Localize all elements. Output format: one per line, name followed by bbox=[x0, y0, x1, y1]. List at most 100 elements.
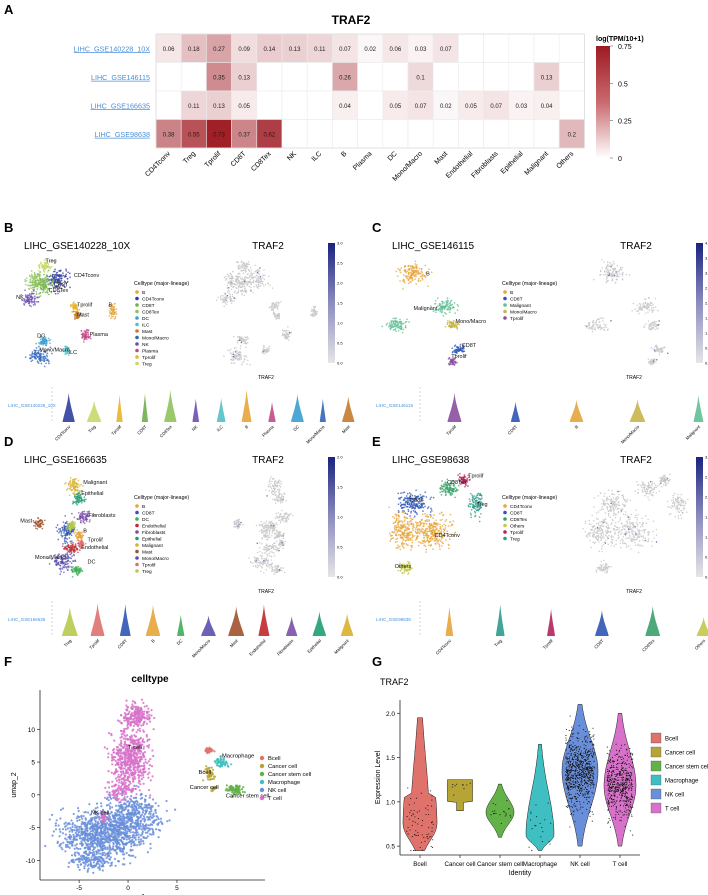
feature-point bbox=[280, 567, 282, 569]
heatmap-cell bbox=[306, 62, 333, 92]
feature-point bbox=[655, 320, 657, 323]
umap-point bbox=[66, 524, 69, 527]
umap-point bbox=[71, 576, 74, 578]
cluster-label: Mono/Macro bbox=[39, 348, 70, 354]
feature-point bbox=[606, 261, 609, 263]
feature-point bbox=[606, 280, 608, 283]
umap-point bbox=[80, 539, 83, 542]
legend-swatch bbox=[503, 296, 507, 301]
umap-point bbox=[23, 303, 25, 305]
legend-label: Mono/Macro bbox=[510, 310, 537, 316]
heatmap-row-label[interactable]: LIHC_GSE146115 bbox=[91, 73, 150, 82]
feature-point bbox=[266, 529, 268, 531]
umap-point bbox=[115, 313, 118, 315]
feature-point bbox=[651, 321, 653, 324]
feature-point bbox=[648, 297, 650, 300]
umap-point bbox=[388, 325, 390, 328]
feature-point bbox=[279, 493, 281, 496]
feature-point bbox=[259, 561, 261, 563]
umap-point bbox=[80, 497, 83, 500]
feature-point bbox=[602, 274, 605, 276]
feature-point bbox=[606, 271, 609, 273]
feature-point bbox=[604, 324, 607, 326]
feature-point bbox=[245, 346, 247, 349]
feature-point bbox=[265, 552, 267, 555]
umap-point bbox=[405, 505, 408, 508]
feature-point bbox=[281, 518, 283, 521]
feature-point bbox=[250, 286, 252, 289]
umap-point bbox=[74, 545, 77, 548]
feature-point bbox=[269, 521, 272, 523]
umap-point bbox=[53, 560, 56, 563]
feature-point bbox=[654, 306, 657, 308]
feature-point bbox=[279, 499, 282, 501]
feature-point bbox=[266, 553, 269, 556]
umap-point bbox=[416, 505, 419, 508]
umap-point bbox=[425, 548, 428, 551]
feature-point bbox=[230, 279, 232, 282]
feature-point bbox=[612, 271, 614, 273]
umap-point bbox=[62, 543, 64, 545]
feature-point bbox=[660, 347, 663, 349]
feature-point bbox=[243, 267, 245, 270]
feature-point bbox=[282, 547, 284, 550]
feature-point bbox=[289, 332, 292, 335]
umap-point bbox=[49, 267, 51, 270]
feature-point bbox=[236, 277, 239, 279]
feature-point bbox=[663, 346, 666, 348]
feature-point bbox=[234, 354, 236, 356]
legend-label: Treg bbox=[142, 362, 152, 368]
feature-point bbox=[661, 348, 664, 351]
heatmap-row-label[interactable]: LIHC_GSE140228_10X bbox=[74, 44, 151, 53]
cluster-label: Mono/Macro bbox=[456, 319, 487, 325]
umap-point bbox=[399, 322, 402, 325]
feature-xlabel: TRAF2 bbox=[258, 589, 274, 595]
umap-point bbox=[456, 328, 459, 330]
feature-point bbox=[244, 339, 247, 342]
heatmap-cell bbox=[281, 33, 308, 63]
legend-tick-label: 0.25 bbox=[618, 119, 632, 126]
feature-point bbox=[241, 269, 243, 272]
umap-point bbox=[45, 274, 48, 276]
umap-point bbox=[24, 283, 27, 286]
cluster-label: Tprolif bbox=[451, 354, 467, 360]
feature-point bbox=[604, 273, 607, 276]
heatmap-row-label[interactable]: LIHC_GSE98638 bbox=[94, 130, 150, 139]
umap-title: LIHC_GSE140228_10X bbox=[24, 241, 131, 252]
umap-point bbox=[400, 492, 402, 494]
feature-point bbox=[235, 287, 237, 289]
feature-point bbox=[280, 569, 283, 572]
feature-point bbox=[231, 293, 234, 296]
umap-point bbox=[443, 301, 446, 304]
umap-point bbox=[29, 298, 32, 301]
feature-point bbox=[256, 277, 258, 279]
umap-point bbox=[66, 531, 68, 534]
feature-point bbox=[224, 297, 227, 300]
umap-point bbox=[421, 271, 424, 274]
umap-point bbox=[80, 519, 82, 522]
umap-point bbox=[43, 277, 46, 280]
umap-point bbox=[43, 273, 45, 276]
feature-colorbar bbox=[328, 457, 335, 577]
heatmap-value-label: 0.07 bbox=[339, 47, 351, 53]
umap-point bbox=[69, 305, 72, 308]
feature-point bbox=[232, 270, 234, 273]
umap-point bbox=[441, 541, 444, 544]
heatmap-cell bbox=[407, 119, 434, 149]
feature-point bbox=[266, 549, 268, 552]
feature-point bbox=[599, 320, 601, 323]
cluster-label: DC bbox=[37, 333, 45, 339]
umap-point bbox=[451, 360, 454, 363]
feature-point bbox=[252, 565, 255, 567]
cluster-label: B bbox=[83, 529, 87, 535]
heatmap-row-label[interactable]: LIHC_GSE166635 bbox=[90, 101, 150, 110]
umap-point bbox=[77, 568, 80, 571]
feature-point bbox=[657, 349, 659, 351]
feature-point bbox=[282, 499, 284, 502]
umap-point bbox=[38, 267, 41, 269]
feature-point bbox=[256, 564, 259, 566]
umap-point bbox=[35, 300, 37, 303]
umap-point bbox=[74, 495, 76, 497]
umap-point bbox=[470, 516, 473, 519]
umap-point bbox=[410, 269, 413, 272]
